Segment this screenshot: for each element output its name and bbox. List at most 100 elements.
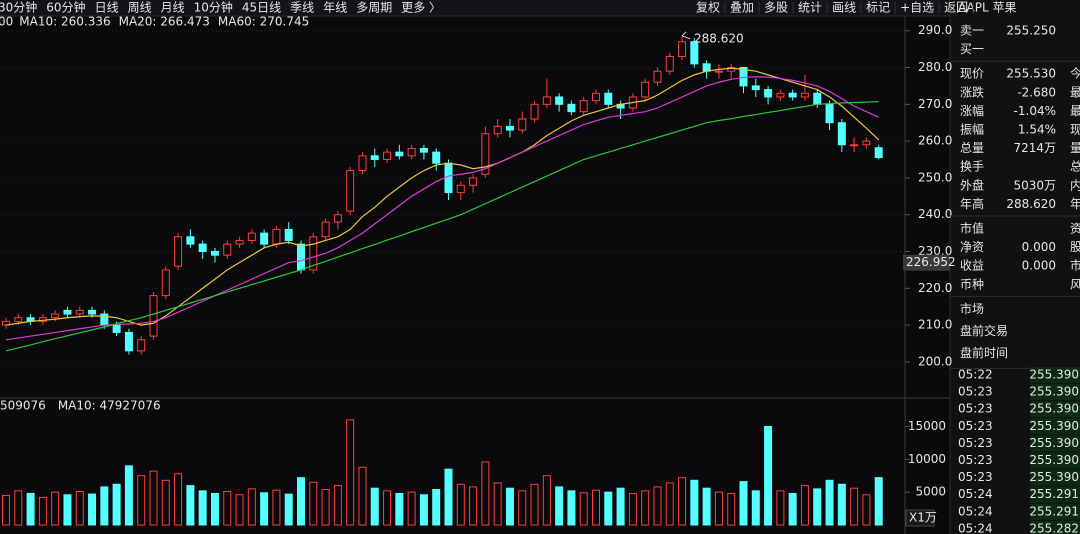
trade-time: 05:23	[958, 419, 993, 433]
tool-button[interactable]: 多股	[764, 1, 788, 15]
volume-bar	[813, 488, 822, 526]
quote-tail: 量	[1070, 141, 1080, 155]
candle-body	[653, 70, 662, 83]
quote-label: 卖一	[960, 24, 984, 38]
volume-bar	[493, 482, 502, 526]
volume-bar	[358, 466, 367, 526]
quote-value: -2.680	[1017, 85, 1056, 99]
candle-body	[555, 96, 564, 105]
volume-bar	[63, 494, 72, 526]
volume-bar	[2, 494, 10, 526]
quote-tail: 资	[1070, 222, 1080, 236]
volume-bar	[297, 477, 305, 526]
volume-bar	[383, 490, 392, 526]
quote-tail: 现	[1070, 123, 1080, 137]
ma-line	[5, 76, 879, 341]
quote-tail: 最	[1070, 85, 1080, 99]
quote-value: 255.250	[1006, 24, 1056, 38]
period-tab[interactable]: 60分钟	[46, 0, 85, 15]
candle-body	[75, 309, 84, 315]
period-tab[interactable]: 日线	[95, 1, 119, 15]
quote-label: 年高	[960, 196, 984, 211]
period-tab[interactable]: 10分钟	[194, 0, 233, 15]
tool-button[interactable]: 复权	[696, 1, 720, 15]
trade-cell	[1030, 452, 1080, 469]
tool-button[interactable]: 叠加	[730, 1, 754, 15]
quote-tail: 风	[1070, 277, 1080, 291]
quote-label: 现价	[960, 67, 984, 81]
candle-body	[186, 236, 195, 245]
trade-cell	[1030, 520, 1080, 534]
period-tab[interactable]: 45日线	[242, 1, 281, 15]
y-tick-label: 210.0	[918, 318, 952, 332]
y-tick-label: 280.0	[918, 60, 952, 74]
volume-bar	[567, 490, 576, 526]
volume-bar	[407, 491, 416, 526]
candle-body	[850, 144, 859, 147]
volume-bar	[235, 494, 244, 526]
quote-value: 255.530	[1006, 67, 1056, 81]
candle-body	[518, 118, 527, 131]
tool-button[interactable]: 返回	[944, 1, 968, 15]
volume-bar	[198, 490, 207, 526]
period-tab[interactable]: 更多 〉	[401, 1, 441, 15]
volume-bar	[149, 470, 158, 526]
volume-bar	[210, 492, 219, 526]
quote-label: 买一	[960, 42, 984, 56]
candle-body	[481, 133, 490, 175]
quote-value: -1.04%	[1014, 104, 1056, 118]
quote-tail: 总	[1070, 160, 1080, 174]
trade-cell	[1030, 486, 1080, 503]
candle-body	[272, 228, 281, 245]
y-tick-label: 230.0	[918, 244, 952, 258]
trade-time: 05:23	[958, 385, 993, 399]
volume-bar	[628, 492, 637, 526]
period-tab[interactable]: 周线	[128, 1, 152, 15]
period-tab[interactable]: 30分钟	[0, 0, 37, 15]
volume-bar	[112, 483, 121, 526]
quote-value: 7214万	[1013, 141, 1056, 155]
quote-label: 收益	[960, 259, 984, 273]
period-tab[interactable]: 年线	[323, 1, 347, 15]
tool-button[interactable]: 画线	[832, 1, 856, 15]
candle-body	[137, 339, 146, 352]
candle-body	[235, 239, 244, 245]
volume-bar	[223, 490, 232, 526]
quote-tail: 内	[1070, 178, 1080, 192]
ma-legend: MA20: 266.473	[119, 15, 210, 29]
quote-value: 0.000	[1022, 259, 1056, 273]
volume-bar	[579, 492, 588, 526]
trade-cell	[1030, 469, 1080, 486]
candle-body	[592, 92, 600, 102]
quote-label: 盘前交易	[960, 323, 1008, 338]
y-tick-label: 220.0	[918, 281, 952, 295]
candle-body	[727, 67, 736, 72]
period-tab[interactable]: 季线	[290, 1, 314, 15]
trade-price: 255.282	[1029, 521, 1079, 534]
period-tab[interactable]: 多周期	[356, 1, 392, 15]
trade-time: 05:23	[958, 436, 993, 450]
quote-tail: 今	[1070, 66, 1080, 81]
candle-body	[579, 100, 588, 113]
tool-button[interactable]: 标记	[866, 1, 890, 15]
quote-tail: 最	[1070, 104, 1080, 118]
volume-bar	[862, 494, 871, 526]
price-tag	[903, 254, 950, 271]
ma-legend: 00	[0, 15, 13, 29]
volume-bar	[124, 465, 133, 526]
volume-bar	[702, 487, 711, 526]
tool-button[interactable]: +自选	[900, 1, 934, 15]
candle-body	[309, 236, 318, 271]
trade-price: 255.390	[1029, 470, 1079, 484]
candle-body	[678, 41, 687, 57]
candle-body	[788, 92, 797, 98]
candle-body	[874, 147, 883, 159]
volume-bar	[260, 492, 269, 526]
candle-body	[714, 70, 723, 73]
volume-bar	[247, 488, 256, 526]
volume-bar	[518, 490, 527, 526]
period-tab[interactable]: 月线	[161, 1, 185, 15]
tool-button[interactable]: 统计	[798, 1, 822, 15]
